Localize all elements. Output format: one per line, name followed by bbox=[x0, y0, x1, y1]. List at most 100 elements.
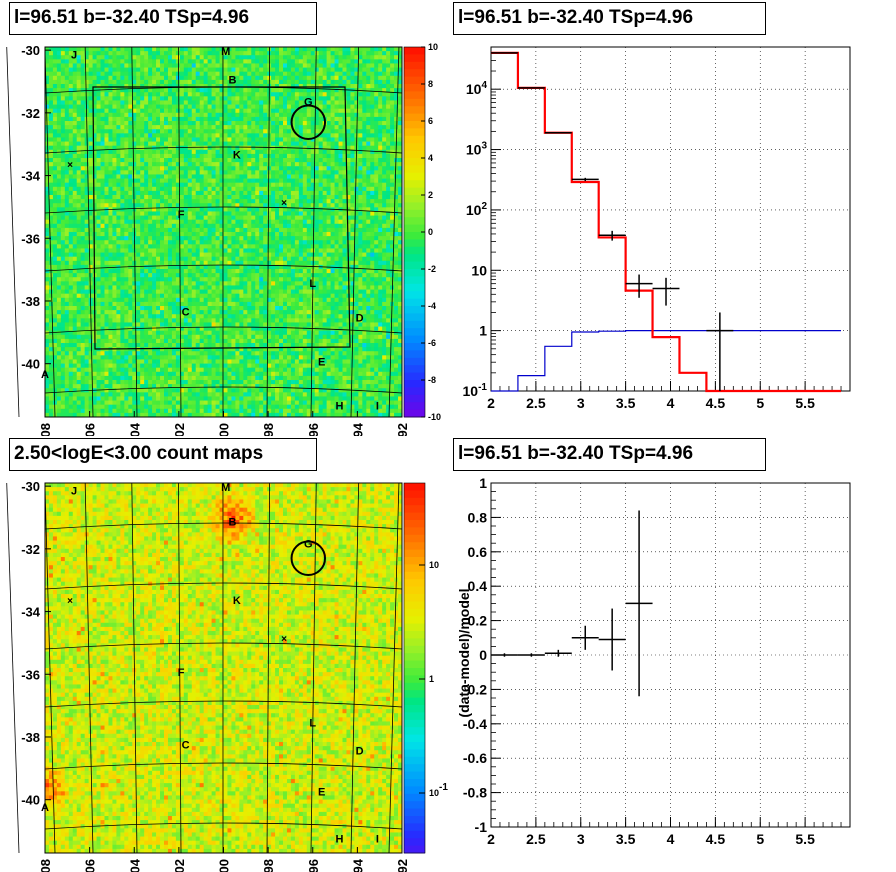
source-label-a: A bbox=[41, 802, 49, 814]
source-label-h: H bbox=[336, 833, 344, 845]
source-label-g: G bbox=[304, 539, 313, 551]
x-tick-label: 2.5 bbox=[526, 395, 546, 411]
data-point bbox=[625, 274, 653, 298]
graticule bbox=[6, 482, 403, 854]
x-tick-label: 2 bbox=[487, 395, 495, 411]
source-label-k: K bbox=[233, 595, 241, 607]
colorbar-tick-label: 0 bbox=[428, 227, 433, 237]
x-tick-label: 4.5 bbox=[706, 831, 726, 847]
colorbar-tick-label: -2 bbox=[428, 264, 436, 274]
y-tick-label: 0 bbox=[479, 647, 487, 663]
x-tick-label: 3 bbox=[577, 395, 585, 411]
y-tick-label: 104 bbox=[466, 80, 488, 97]
y-tick-label: -38 bbox=[21, 730, 40, 745]
colorbar-tick-label: 2 bbox=[428, 190, 433, 200]
x-tick-label: 96 bbox=[306, 423, 321, 436]
y-tick-label: 0.4 bbox=[468, 578, 488, 594]
colorbar-tick-label: -10 bbox=[428, 412, 441, 422]
data-point bbox=[544, 131, 572, 134]
x-tick-label: 100 bbox=[217, 423, 232, 436]
x-tick-label: 92 bbox=[395, 859, 410, 872]
y-tick-label: -34 bbox=[21, 605, 41, 620]
x-tick-label: 94 bbox=[350, 422, 365, 436]
background-model-line bbox=[491, 330, 842, 392]
y-tick-label: 0.2 bbox=[468, 613, 488, 629]
y-tick-label: 0.6 bbox=[468, 544, 488, 560]
source-label-l: L bbox=[309, 717, 316, 729]
x-tick-label: 4 bbox=[667, 831, 675, 847]
x-tick-label: 102 bbox=[172, 423, 187, 436]
source-label-i: I bbox=[376, 400, 379, 412]
source-label-m: M bbox=[221, 482, 230, 494]
residual-point bbox=[571, 625, 599, 650]
x-tick-label: 104 bbox=[127, 858, 142, 872]
source-label-d: D bbox=[356, 746, 364, 758]
residual-point bbox=[491, 653, 518, 657]
source-cross-icon: × bbox=[67, 596, 73, 607]
x-tick-label: 94 bbox=[350, 858, 365, 872]
source-label-j: J bbox=[71, 485, 77, 497]
residual-ratio-chart: 2 2.5 3 3.5 4 4.5 5 5.5 1 0.8 0.6 0.4 0.2 0 -0.2 -0.4 -0… bbox=[456, 475, 851, 847]
colorbar-tick-label: -6 bbox=[428, 338, 436, 348]
top-left-title: l=96.51 b=-32.40 TSp=4.96 bbox=[9, 2, 317, 35]
x-tick-label: 3 bbox=[577, 831, 585, 847]
top-right-title: l=96.51 b=-32.40 TSp=4.96 bbox=[453, 2, 766, 35]
grid-lines bbox=[491, 47, 850, 391]
residual-point bbox=[517, 653, 545, 657]
source-label-k: K bbox=[233, 150, 241, 162]
x-tick-label: 4 bbox=[667, 395, 675, 411]
source-cross-icon: × bbox=[281, 634, 287, 645]
colorbar-tick-label: 10-1 bbox=[429, 782, 448, 798]
colorbar-tick-label: 4 bbox=[428, 153, 433, 163]
roi-boundary bbox=[92, 86, 351, 350]
residual-point bbox=[598, 608, 626, 671]
map-pixels bbox=[45, 483, 403, 854]
source-label-j: J bbox=[71, 49, 77, 61]
x-tick-label: 98 bbox=[261, 859, 276, 872]
y-tick-label: -0.6 bbox=[463, 750, 487, 766]
x-tick-label: 5.5 bbox=[795, 395, 815, 411]
source-label-e: E bbox=[318, 357, 325, 369]
target-circle bbox=[290, 104, 327, 140]
source-label-c: C bbox=[182, 306, 190, 318]
y-tick-label: -0.2 bbox=[463, 681, 487, 697]
x-tick-label: 96 bbox=[306, 859, 321, 872]
source-cross-icon: × bbox=[281, 198, 287, 209]
y-tick-label: -32 bbox=[21, 106, 40, 121]
graticule bbox=[6, 46, 403, 418]
x-tick-label: 104 bbox=[127, 422, 142, 436]
x-tick-label: 108 bbox=[38, 423, 53, 436]
y-axis-label: (data-model)/model bbox=[456, 588, 472, 717]
y-tick-label: 1 bbox=[479, 323, 487, 339]
y-tick-label: -1 bbox=[475, 819, 488, 835]
x-tick-label: 98 bbox=[261, 423, 276, 436]
y-tick-label: -0.8 bbox=[463, 785, 487, 801]
x-tick-label: 2 bbox=[487, 831, 495, 847]
map-pixels bbox=[45, 47, 403, 418]
source-label-e: E bbox=[318, 786, 325, 798]
y-tick-label: 10 bbox=[471, 262, 487, 278]
y-tick-label: 1 bbox=[479, 475, 487, 491]
data-point bbox=[571, 177, 599, 182]
y-tick-label: -36 bbox=[21, 667, 40, 682]
x-tick-label: 106 bbox=[83, 859, 98, 872]
colorbar-tick-label: -8 bbox=[428, 375, 436, 385]
residual-map-chart: 108 106 104 102 100 98 96 94 92-30-32-34-36-38-4… bbox=[6, 42, 441, 436]
source-label-m: M bbox=[221, 46, 230, 58]
source-label-l: L bbox=[309, 278, 316, 290]
data-point bbox=[491, 52, 518, 54]
y-tick-label: -32 bbox=[21, 542, 40, 557]
source-label-f: F bbox=[178, 667, 185, 679]
target-circle bbox=[290, 540, 327, 576]
y-tick-label: -34 bbox=[21, 169, 41, 184]
y-tick-label: 0.8 bbox=[468, 509, 488, 525]
x-tick-label: 4.5 bbox=[706, 395, 726, 411]
counts-spectrum-chart: 2 2.5 3 3.5 4 4.5 5 5.5 10-1 1 10 102 103 104 bbox=[463, 46, 851, 411]
source-label-d: D bbox=[356, 313, 364, 325]
x-tick-label: 92 bbox=[395, 423, 410, 436]
y-tick-label: -30 bbox=[21, 43, 40, 58]
count-map-chart: 108 106 104 102 100 98 96 94 92 -30 -32 -34 -36 -38 -4… bbox=[6, 479, 448, 872]
x-tick-label: 102 bbox=[172, 859, 187, 872]
bottom-right-title: l=96.51 b=-32.40 TSp=4.96 bbox=[453, 438, 766, 471]
